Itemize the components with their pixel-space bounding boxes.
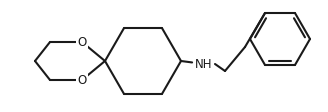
Text: NH: NH — [195, 58, 213, 71]
Text: O: O — [77, 36, 87, 49]
Text: O: O — [77, 74, 87, 87]
